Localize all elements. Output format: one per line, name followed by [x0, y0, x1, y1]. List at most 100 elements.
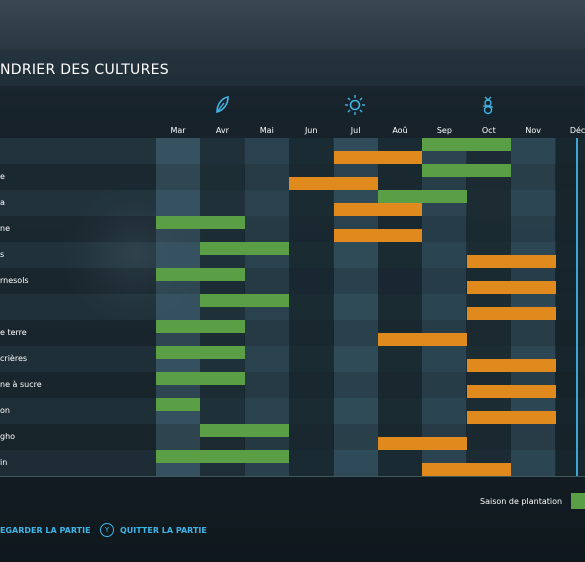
month-cell [333, 242, 378, 268]
crop-row[interactable]: ne à sucre [0, 372, 585, 398]
month-cell [511, 138, 556, 164]
harvest-bar [422, 463, 512, 476]
harvest-bar [333, 229, 423, 242]
month-cell [200, 138, 245, 164]
month-cell [200, 398, 245, 424]
crop-name: rnesols [0, 276, 29, 285]
planting-bar [200, 294, 290, 307]
month-cell [244, 138, 289, 164]
planting-bar [200, 242, 290, 255]
divider [0, 476, 585, 477]
page-title: NDRIER DES CULTURES [0, 62, 169, 78]
month-cell [289, 242, 334, 268]
crop-calendar-grid: e a ne s rnesols e terre crières ne à sucre on gh… [0, 138, 585, 476]
harvest-bar [378, 437, 467, 450]
month-header-band [0, 86, 585, 138]
month-cell [555, 424, 585, 450]
crop-name: ne à sucre [0, 380, 42, 389]
planting-bar [156, 320, 245, 333]
month-cell [156, 164, 200, 190]
month-cell [244, 164, 289, 190]
month-cell [378, 398, 422, 424]
planting-bar [156, 346, 245, 359]
month-label: Nov [525, 126, 541, 135]
month-cell [200, 164, 245, 190]
month-cell [244, 398, 289, 424]
autumn-icon [477, 94, 499, 116]
planting-bar [422, 138, 512, 151]
planting-bar [200, 424, 290, 437]
harvest-bar [333, 203, 423, 216]
harvest-bar [466, 359, 556, 372]
month-cell [422, 268, 467, 294]
month-cell [289, 424, 334, 450]
planting-bar [378, 190, 467, 203]
planting-bar [156, 372, 245, 385]
month-cell [555, 294, 585, 320]
month-cell [244, 320, 289, 346]
month-cell [244, 372, 289, 398]
planting-bar [156, 450, 290, 463]
month-label: Sep [436, 126, 452, 135]
background-strip [0, 0, 585, 50]
legend-plant-swatch [571, 493, 585, 509]
harvest-bar [333, 151, 423, 164]
month-cell [333, 320, 378, 346]
month-cell [555, 164, 585, 190]
crop-row[interactable]: rnesols [0, 268, 585, 294]
month-cell [466, 190, 511, 216]
month-cell [200, 190, 245, 216]
month-label: Jun [304, 126, 318, 135]
harvest-bar [466, 411, 556, 424]
crop-row[interactable]: on [0, 398, 585, 424]
harvest-bar [289, 177, 378, 190]
crop-row[interactable]: gho [0, 424, 585, 450]
month-cell [378, 450, 422, 476]
month-cell [156, 294, 200, 320]
month-cell [466, 320, 511, 346]
crop-row[interactable] [0, 294, 585, 320]
month-cell [422, 346, 467, 372]
month-cell [555, 190, 585, 216]
crop-row[interactable]: a [0, 190, 585, 216]
month-cell [156, 424, 200, 450]
crop-name: gho [0, 432, 16, 441]
save-game-button[interactable]: EGARDER LA PARTIE [0, 526, 91, 535]
month-cell [289, 346, 334, 372]
crop-row[interactable]: e [0, 164, 585, 190]
crop-row[interactable] [0, 138, 585, 164]
month-cell [466, 216, 511, 242]
month-cell [244, 268, 289, 294]
month-cell [333, 268, 378, 294]
month-cell [466, 424, 511, 450]
month-cell [289, 398, 334, 424]
month-label: Avr [215, 126, 229, 135]
crop-row[interactable]: s [0, 242, 585, 268]
crop-name: in [0, 458, 8, 467]
crop-row[interactable]: crières [0, 346, 585, 372]
month-cell [289, 372, 334, 398]
month-cell [156, 242, 200, 268]
month-cell [333, 450, 378, 476]
month-cell [422, 372, 467, 398]
month-cell [511, 216, 556, 242]
month-cell [289, 216, 334, 242]
month-cell [378, 268, 422, 294]
crop-row[interactable]: e terre [0, 320, 585, 346]
month-cell [244, 216, 289, 242]
month-label: Aoû [392, 126, 408, 135]
month-cell [244, 346, 289, 372]
month-cell [333, 346, 378, 372]
crop-name: a [0, 198, 5, 207]
crop-row[interactable]: ne [0, 216, 585, 242]
month-label: Déc [569, 126, 585, 135]
quit-game-button[interactable]: QUITTER LA PARTIE [120, 526, 207, 535]
month-cell [289, 320, 334, 346]
month-cell [378, 242, 422, 268]
month-cell [289, 138, 334, 164]
crop-row[interactable]: in [0, 450, 585, 476]
crop-name: ne [0, 224, 10, 233]
month-cell [378, 346, 422, 372]
month-label: Oct [481, 126, 496, 135]
quit-key-hint: Y [100, 523, 114, 537]
